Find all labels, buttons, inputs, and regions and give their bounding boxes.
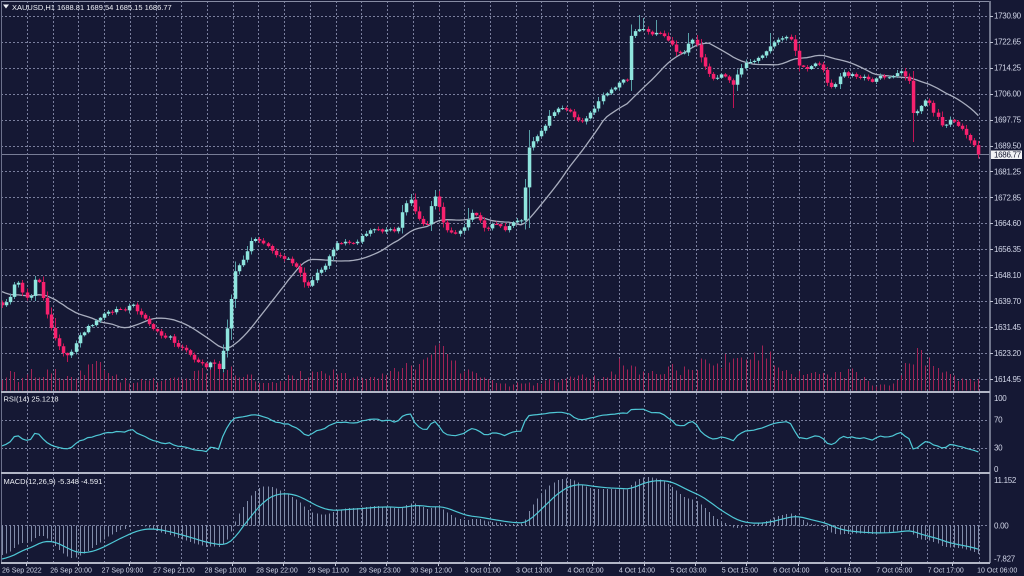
svg-text:30: 30 [994,444,1003,453]
svg-text:1681.25: 1681.25 [994,167,1022,176]
svg-text:3 Oct 13:00: 3 Oct 13:00 [516,568,552,575]
svg-text:1697.75: 1697.75 [994,115,1022,124]
svg-text:10 Oct 06:00: 10 Oct 06:00 [977,568,1017,575]
svg-text:6 Oct 04:00: 6 Oct 04:00 [773,568,809,575]
svg-text:1656.35: 1656.35 [994,245,1022,254]
svg-text:1714.25: 1714.25 [994,63,1022,72]
svg-text:70: 70 [994,415,1003,424]
svg-text:1730.90: 1730.90 [994,11,1022,20]
svg-text:7 Oct 17:00: 7 Oct 17:00 [928,568,964,575]
svg-text:1648.10: 1648.10 [994,271,1022,280]
svg-text:28 Sep 10:00: 28 Sep 10:00 [205,568,247,575]
svg-text:0: 0 [994,465,999,474]
svg-text:RSI(14) 25.1218: RSI(14) 25.1218 [4,395,59,404]
svg-text:XAUUSD,H1 1688.81 1689.54 1685: XAUUSD,H1 1688.81 1689.54 1685.15 1686.7… [12,3,172,12]
svg-text:11.152: 11.152 [994,476,1017,485]
svg-text:4 Oct 02:00: 4 Oct 02:00 [567,568,603,575]
svg-text:1614.95: 1614.95 [994,375,1022,384]
svg-text:7 Oct 05:00: 7 Oct 05:00 [876,568,912,575]
svg-text:1639.70: 1639.70 [994,297,1022,306]
svg-text:5 Oct 03:00: 5 Oct 03:00 [670,568,706,575]
svg-text:1722.65: 1722.65 [994,37,1022,46]
svg-text:3 Oct 01:00: 3 Oct 01:00 [465,568,501,575]
svg-text:1706.00: 1706.00 [994,89,1022,98]
svg-text:0.00: 0.00 [994,521,1009,530]
svg-text:29 Sep 23:00: 29 Sep 23:00 [359,568,401,575]
svg-text:29 Sep 11:00: 29 Sep 11:00 [308,568,349,575]
svg-text:1623.20: 1623.20 [994,349,1022,358]
svg-text:-7.827: -7.827 [994,554,1016,563]
svg-text:28 Sep 22:00: 28 Sep 22:00 [256,568,298,575]
svg-text:6 Oct 16:00: 6 Oct 16:00 [825,568,861,575]
svg-text:100: 100 [994,394,1007,403]
svg-text:27 Sep 09:00: 27 Sep 09:00 [102,568,144,575]
svg-text:MACD(12,26,9) -5.348 -4.591: MACD(12,26,9) -5.348 -4.591 [4,477,103,486]
svg-text:5 Oct 15:00: 5 Oct 15:00 [722,568,758,575]
svg-text:1689.50: 1689.50 [994,141,1022,150]
svg-text:4 Oct 14:00: 4 Oct 14:00 [619,568,655,575]
svg-text:1631.45: 1631.45 [994,323,1022,332]
svg-text:1664.60: 1664.60 [994,219,1022,228]
svg-text:26 Sep 20:00: 26 Sep 20:00 [50,568,92,575]
svg-text:1686.77: 1686.77 [994,151,1022,160]
svg-text:1672.85: 1672.85 [994,193,1022,202]
svg-text:30 Sep 12:00: 30 Sep 12:00 [410,568,452,575]
svg-text:27 Sep 21:00: 27 Sep 21:00 [153,568,195,575]
svg-text:26 Sep 2022: 26 Sep 2022 [2,568,42,575]
